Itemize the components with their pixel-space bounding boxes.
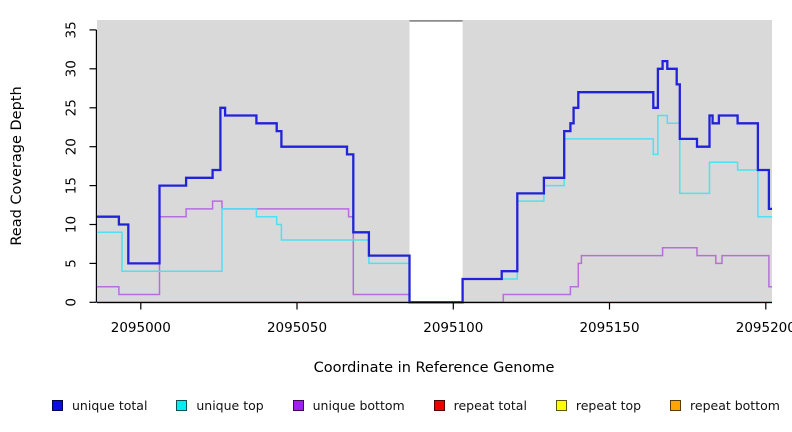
legend-swatch-icon: [52, 400, 63, 411]
y-axis-title: Read Coverage Depth: [9, 86, 25, 245]
legend-label: unique total: [72, 398, 148, 413]
y-tick-label: 25: [64, 99, 80, 116]
legend-item-unique-bottom: unique bottom: [292, 398, 405, 413]
x-axis-title: Coordinate in Reference Genome: [314, 360, 555, 376]
y-tick-label: 35: [64, 21, 80, 38]
series-line-unique-bottom: [97, 200, 772, 304]
series-line-unique-total: [97, 59, 772, 304]
x-tick-label: 2095200: [736, 320, 792, 336]
y-tick-label: 30: [64, 60, 80, 77]
legend-label: unique top: [196, 398, 264, 413]
y-tick-label: 20: [64, 138, 80, 155]
no-data-gap: [409, 19, 463, 303]
y-tick-label: 5: [64, 259, 80, 268]
axes: 0 5 10 15 20 25 30 35 2095000 2095050 2095100 20951…: [64, 21, 792, 336]
legend-label: repeat top: [575, 398, 642, 413]
legend-swatch-icon: [670, 400, 682, 411]
chart-canvas: 0 5 10 15 20 25 30 35 2095000 2095050 2095100 20951…: [9, 19, 792, 376]
series-line-unique-top: [97, 114, 772, 304]
y-tick-label: 0: [64, 298, 80, 307]
legend: unique total unique top unique bottom repea…: [0, 398, 792, 413]
plot-area: [97, 19, 772, 303]
y-tick-label: 15: [64, 177, 80, 194]
legend-item-repeat-top: repeat top: [555, 398, 642, 413]
x-tick-label: 2095000: [111, 320, 171, 336]
x-tick-label: 2095150: [579, 320, 639, 336]
legend-item-repeat-total: repeat total: [433, 398, 527, 413]
legend-swatch-icon: [555, 400, 567, 411]
x-tick-label: 2095050: [267, 320, 327, 336]
legend-swatch-icon: [433, 400, 445, 411]
legend-item-unique-total: unique total: [52, 398, 147, 413]
legend-swatch-icon: [176, 400, 188, 411]
no-data-gap-band: [409, 20, 463, 303]
legend-item-unique-top: unique top: [176, 398, 264, 413]
legend-label: unique bottom: [312, 398, 405, 413]
legend-swatch-icon: [292, 400, 304, 411]
x-tick-label: 2095100: [423, 320, 483, 336]
legend-label: repeat total: [453, 398, 527, 413]
legend-item-repeat-bottom: repeat bottom: [670, 398, 780, 413]
legend-label: repeat bottom: [690, 398, 780, 413]
y-tick-label: 10: [64, 216, 80, 233]
